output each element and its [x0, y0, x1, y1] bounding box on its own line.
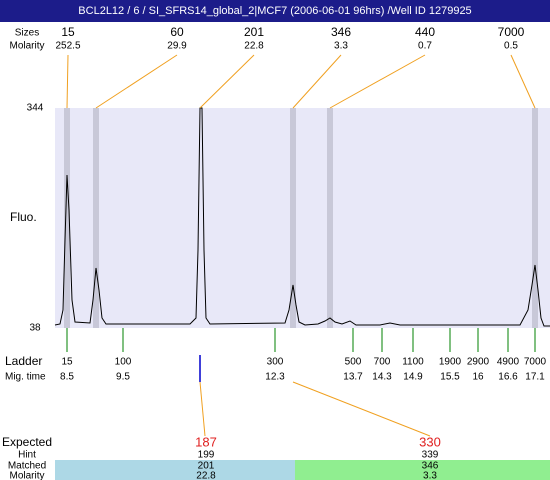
- matched: 346: [422, 461, 439, 472]
- peak-molarity: 3.3: [334, 41, 348, 52]
- ladder-time: 12.3: [265, 372, 285, 383]
- ladder-time: 14.3: [372, 372, 392, 383]
- ladder-size: 700: [374, 357, 391, 368]
- peak-size: 7000: [498, 25, 525, 39]
- ladder-time: 9.5: [116, 372, 130, 383]
- ladder-time: 15.5: [440, 372, 460, 383]
- peak-molarity: 22.8: [244, 41, 264, 52]
- matched-molarity: 22.8: [196, 471, 216, 480]
- ladder-time: 8.5: [60, 372, 74, 383]
- peak-connector: [199, 54, 255, 109]
- ladder-time: 14.9: [403, 372, 423, 383]
- plot-area: [55, 108, 550, 328]
- peak-molarity: 0.5: [504, 41, 518, 52]
- molarity-label: Molarity: [9, 41, 44, 52]
- peak-band: [327, 108, 333, 328]
- ladder-size: 2900: [467, 357, 490, 368]
- ladder-size: 4900: [497, 357, 520, 368]
- matched-band: [295, 460, 550, 480]
- peak-molarity: 252.5: [55, 41, 80, 52]
- hint: 339: [422, 450, 439, 461]
- expected-label: Expected: [2, 435, 52, 449]
- title: BCL2L12 / 6 / SI_SFRS14_global_2|MCF7 (2…: [78, 5, 471, 17]
- ladder-label: Ladder: [5, 354, 42, 368]
- ladder-size: 1100: [402, 357, 424, 368]
- peak-connector: [510, 54, 536, 109]
- peak-size: 440: [415, 25, 435, 39]
- ladder-size: 300: [267, 357, 284, 368]
- mig-time-label: Mig. time: [5, 372, 46, 383]
- sizes-label: Sizes: [15, 28, 39, 39]
- peak-molarity: 0.7: [418, 41, 432, 52]
- ladder-size: 500: [345, 357, 362, 368]
- peak-size: 346: [331, 25, 351, 39]
- peak-molarity: 29.9: [167, 41, 187, 52]
- ladder-time: 16: [472, 372, 484, 383]
- matched-molarity: 3.3: [423, 471, 437, 480]
- matched-label: Matched: [8, 461, 46, 472]
- trace: [54, 107, 550, 327]
- y-top: 344: [27, 103, 44, 114]
- peak-band: [64, 108, 70, 328]
- peak-connector: [329, 54, 426, 109]
- peak-size: 201: [244, 25, 264, 39]
- peak-connector: [292, 54, 342, 109]
- matched-band: [55, 460, 295, 480]
- ladder-size: 1900: [439, 357, 462, 368]
- ladder-size: 15: [61, 357, 73, 368]
- peak-band: [290, 108, 296, 328]
- peak-size: 60: [170, 25, 184, 39]
- molarity-label: Molarity: [9, 471, 44, 480]
- y-bottom: 38: [29, 323, 41, 334]
- peak-connector: [95, 54, 178, 109]
- peak-band: [93, 108, 99, 328]
- ladder-time: 16.6: [498, 372, 518, 383]
- ladder-time: 13.7: [343, 372, 363, 383]
- hint: 199: [198, 450, 215, 461]
- y-label: Fluo.: [10, 210, 37, 224]
- matched: 201: [198, 461, 215, 472]
- connector: [199, 381, 206, 437]
- peak-band: [532, 108, 538, 328]
- ladder-size: 7000: [524, 357, 547, 368]
- peak-size: 15: [61, 25, 75, 39]
- peak-connector: [66, 54, 69, 109]
- expected-size: 330: [419, 434, 441, 449]
- connector: [292, 381, 431, 437]
- expected-size: 187: [195, 434, 217, 449]
- ladder-size: 100: [115, 357, 132, 368]
- title-bar: [0, 0, 550, 22]
- hint-label: Hint: [18, 450, 36, 461]
- ladder-time: 17.1: [525, 372, 545, 383]
